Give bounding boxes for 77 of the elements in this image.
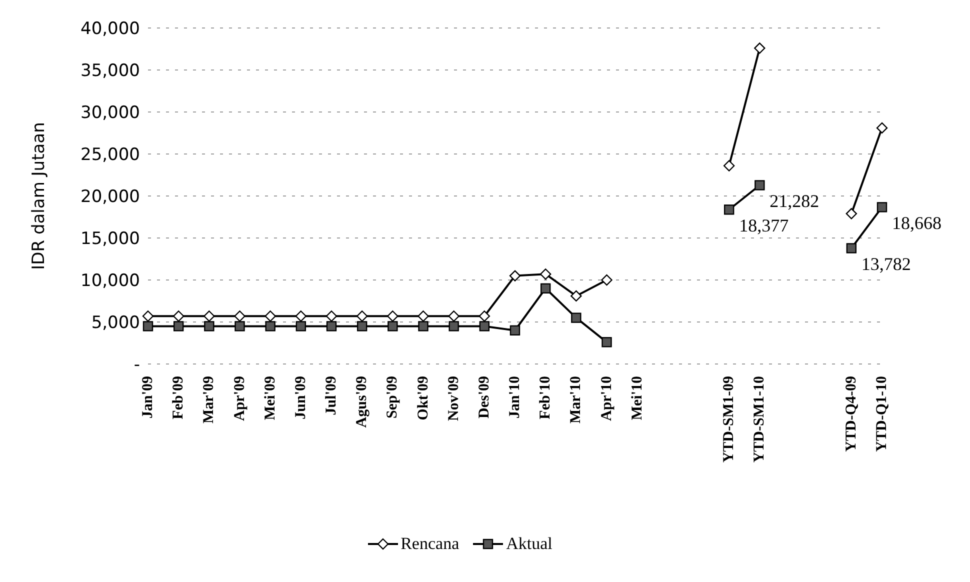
- point: [601, 274, 612, 286]
- y-tick-label: 35,000: [80, 61, 140, 82]
- x-tick-label: Des'09: [476, 376, 492, 418]
- y-tick-label: 15,000: [80, 229, 140, 250]
- y-tick-label: 25,000: [80, 145, 140, 166]
- point: [448, 321, 459, 332]
- point: [173, 321, 184, 332]
- x-tick-label: Jan'09: [140, 376, 156, 419]
- y-tick-label: 40,000: [80, 19, 140, 40]
- x-tick-label: Feb'09: [170, 376, 187, 420]
- point: [388, 321, 398, 332]
- point: [296, 321, 306, 332]
- x-tick-label: YTD-SM1-09: [721, 376, 738, 463]
- x-tick-label: Mei'10: [629, 376, 646, 420]
- point: [754, 42, 766, 54]
- point: [571, 312, 582, 323]
- x-tick-label: Nov'09: [446, 376, 462, 421]
- point: [264, 310, 276, 322]
- x-tick-label: Mar'09: [201, 376, 218, 424]
- point: [846, 243, 857, 254]
- x-tick-label: Jan'10: [507, 376, 523, 419]
- point: [509, 270, 521, 282]
- data-label: 13,782: [861, 254, 911, 274]
- point: [418, 310, 429, 322]
- data-label: 18,668: [892, 213, 942, 234]
- x-tick-label: Mei'09: [262, 376, 278, 420]
- y-tick-label: 5,000: [91, 313, 140, 334]
- point: [723, 160, 735, 172]
- point: [876, 202, 888, 212]
- point: [876, 122, 888, 134]
- point: [326, 310, 338, 322]
- point: [846, 208, 858, 220]
- x-tick-label: YTD-Q1-10: [874, 376, 890, 452]
- x-tick-label: Feb'10: [538, 376, 554, 420]
- point: [387, 310, 398, 322]
- point: [265, 321, 276, 332]
- point: [602, 337, 612, 348]
- y-axis-title: IDR dalam Jutaan: [29, 122, 50, 270]
- x-tick-label: Jun'09: [292, 376, 309, 420]
- point: [418, 321, 428, 332]
- point: [234, 310, 246, 322]
- point: [356, 310, 368, 322]
- point: [356, 321, 368, 332]
- legend-label: Aktual: [506, 534, 552, 554]
- point: [540, 268, 552, 280]
- point: [479, 321, 490, 332]
- point: [478, 310, 490, 322]
- x-tick-label: YTD-Q4-09: [843, 376, 860, 452]
- x-tick-label: Jul'09: [324, 376, 340, 416]
- x-tick-label: Apr'10: [598, 376, 615, 421]
- data-label: 21,282: [770, 191, 820, 212]
- point: [510, 325, 520, 336]
- point: [448, 310, 460, 322]
- x-tick-label: Mar'10: [568, 376, 584, 424]
- y-tick-label: -: [134, 355, 140, 376]
- point: [204, 310, 215, 322]
- y-tick-label: 30,000: [80, 103, 140, 124]
- y-tick-label: 10,000: [80, 271, 140, 292]
- data-label: 18,377: [739, 216, 789, 236]
- point: [754, 180, 765, 190]
- point: [724, 204, 734, 215]
- x-tick-label: Sep'09: [384, 376, 401, 419]
- legend-label: Rencana: [400, 534, 460, 554]
- point: [172, 310, 184, 322]
- point: [295, 310, 307, 322]
- point: [204, 321, 214, 332]
- point: [142, 310, 154, 322]
- point: [234, 321, 245, 332]
- point: [570, 290, 582, 302]
- y-tick-label: 20,000: [80, 187, 140, 208]
- x-tick-label: YTD-SM1-10: [752, 376, 768, 463]
- x-tick-label: Apr'09: [232, 376, 248, 421]
- point: [326, 321, 337, 332]
- point: [142, 321, 154, 332]
- x-tick-label: Okt'09: [415, 376, 432, 420]
- x-tick-label: Agus'09: [354, 376, 370, 428]
- point: [540, 283, 551, 294]
